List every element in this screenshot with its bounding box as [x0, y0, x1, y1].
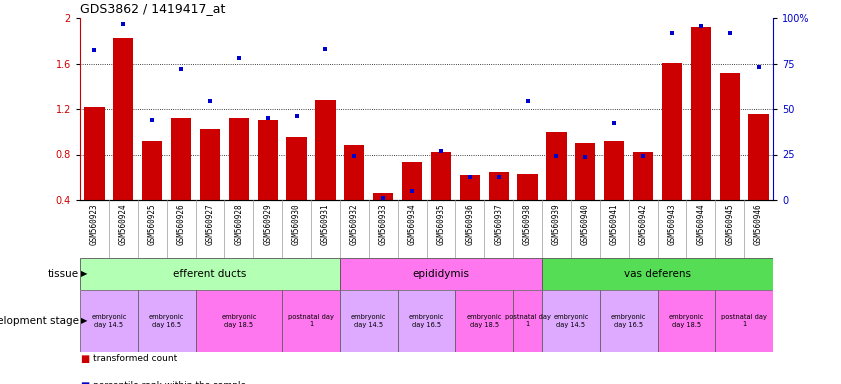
Text: GSM560943: GSM560943: [668, 203, 676, 245]
Bar: [373, 193, 394, 200]
Text: GSM560940: GSM560940: [581, 203, 590, 245]
Text: GSM560923: GSM560923: [90, 203, 99, 245]
Bar: [398, 290, 455, 352]
Bar: [460, 175, 480, 200]
Text: efferent ducts: efferent ducts: [173, 269, 246, 279]
Text: GSM560946: GSM560946: [754, 203, 763, 245]
Bar: [282, 290, 340, 352]
Text: embryonic
day 16.5: embryonic day 16.5: [149, 314, 184, 328]
Text: GSM560927: GSM560927: [205, 203, 214, 245]
Text: transformed count: transformed count: [93, 354, 177, 363]
Text: epididymis: epididymis: [412, 269, 469, 279]
Bar: [748, 114, 769, 200]
Bar: [344, 146, 364, 200]
Bar: [138, 290, 195, 352]
Text: GSM560936: GSM560936: [465, 203, 474, 245]
Text: postnatal day
1: postnatal day 1: [288, 314, 334, 328]
Bar: [720, 73, 740, 200]
Bar: [84, 107, 104, 200]
Bar: [287, 137, 307, 200]
Bar: [715, 290, 773, 352]
Bar: [402, 162, 422, 200]
Text: vas deferens: vas deferens: [624, 269, 691, 279]
Text: GSM560937: GSM560937: [495, 203, 503, 245]
Text: GSM560930: GSM560930: [292, 203, 301, 245]
Text: GSM560945: GSM560945: [725, 203, 734, 245]
Bar: [340, 258, 542, 290]
Text: tissue: tissue: [48, 269, 79, 279]
Text: ■: ■: [80, 354, 89, 364]
Bar: [80, 290, 138, 352]
Text: GSM560925: GSM560925: [148, 203, 156, 245]
Text: postnatal day
1: postnatal day 1: [505, 314, 551, 328]
Bar: [542, 290, 600, 352]
Bar: [340, 290, 398, 352]
Text: GSM560933: GSM560933: [378, 203, 388, 245]
Bar: [195, 290, 282, 352]
Text: GSM560944: GSM560944: [696, 203, 706, 245]
Bar: [633, 152, 653, 200]
Bar: [229, 118, 249, 200]
Bar: [489, 172, 509, 200]
Text: embryonic
day 14.5: embryonic day 14.5: [351, 314, 386, 328]
Bar: [431, 152, 451, 200]
Text: embryonic
day 18.5: embryonic day 18.5: [669, 314, 704, 328]
Bar: [662, 63, 682, 200]
Text: GSM560939: GSM560939: [552, 203, 561, 245]
Bar: [575, 143, 595, 200]
Text: embryonic
day 16.5: embryonic day 16.5: [611, 314, 647, 328]
Text: GSM560928: GSM560928: [235, 203, 243, 245]
Text: GSM560942: GSM560942: [638, 203, 648, 245]
Text: development stage: development stage: [0, 316, 79, 326]
Bar: [80, 258, 340, 290]
Bar: [455, 290, 513, 352]
Text: percentile rank within the sample: percentile rank within the sample: [93, 381, 246, 384]
Text: GSM560929: GSM560929: [263, 203, 272, 245]
Text: GSM560932: GSM560932: [350, 203, 359, 245]
Bar: [600, 290, 658, 352]
Bar: [257, 120, 278, 200]
Text: GDS3862 / 1419417_at: GDS3862 / 1419417_at: [80, 2, 225, 15]
Text: ▶: ▶: [81, 316, 87, 326]
Text: embryonic
day 14.5: embryonic day 14.5: [553, 314, 589, 328]
Text: ▶: ▶: [81, 270, 87, 278]
Text: ■: ■: [80, 381, 89, 384]
Bar: [513, 290, 542, 352]
Text: GSM560941: GSM560941: [610, 203, 619, 245]
Bar: [200, 129, 220, 200]
Bar: [658, 290, 715, 352]
Text: GSM560926: GSM560926: [177, 203, 186, 245]
Bar: [171, 118, 191, 200]
Bar: [114, 38, 134, 200]
Bar: [690, 27, 711, 200]
Bar: [547, 132, 567, 200]
Bar: [604, 141, 624, 200]
Text: embryonic
day 18.5: embryonic day 18.5: [221, 314, 257, 328]
Bar: [542, 258, 773, 290]
Text: embryonic
day 14.5: embryonic day 14.5: [91, 314, 126, 328]
Text: embryonic
day 18.5: embryonic day 18.5: [467, 314, 502, 328]
Bar: [517, 174, 537, 200]
Bar: [142, 141, 162, 200]
Text: GSM560934: GSM560934: [408, 203, 416, 245]
Text: embryonic
day 16.5: embryonic day 16.5: [409, 314, 444, 328]
Text: GSM560924: GSM560924: [119, 203, 128, 245]
Text: GSM560931: GSM560931: [321, 203, 330, 245]
Text: GSM560935: GSM560935: [436, 203, 446, 245]
Text: postnatal day
1: postnatal day 1: [722, 314, 767, 328]
Text: GSM560938: GSM560938: [523, 203, 532, 245]
Bar: [315, 100, 336, 200]
